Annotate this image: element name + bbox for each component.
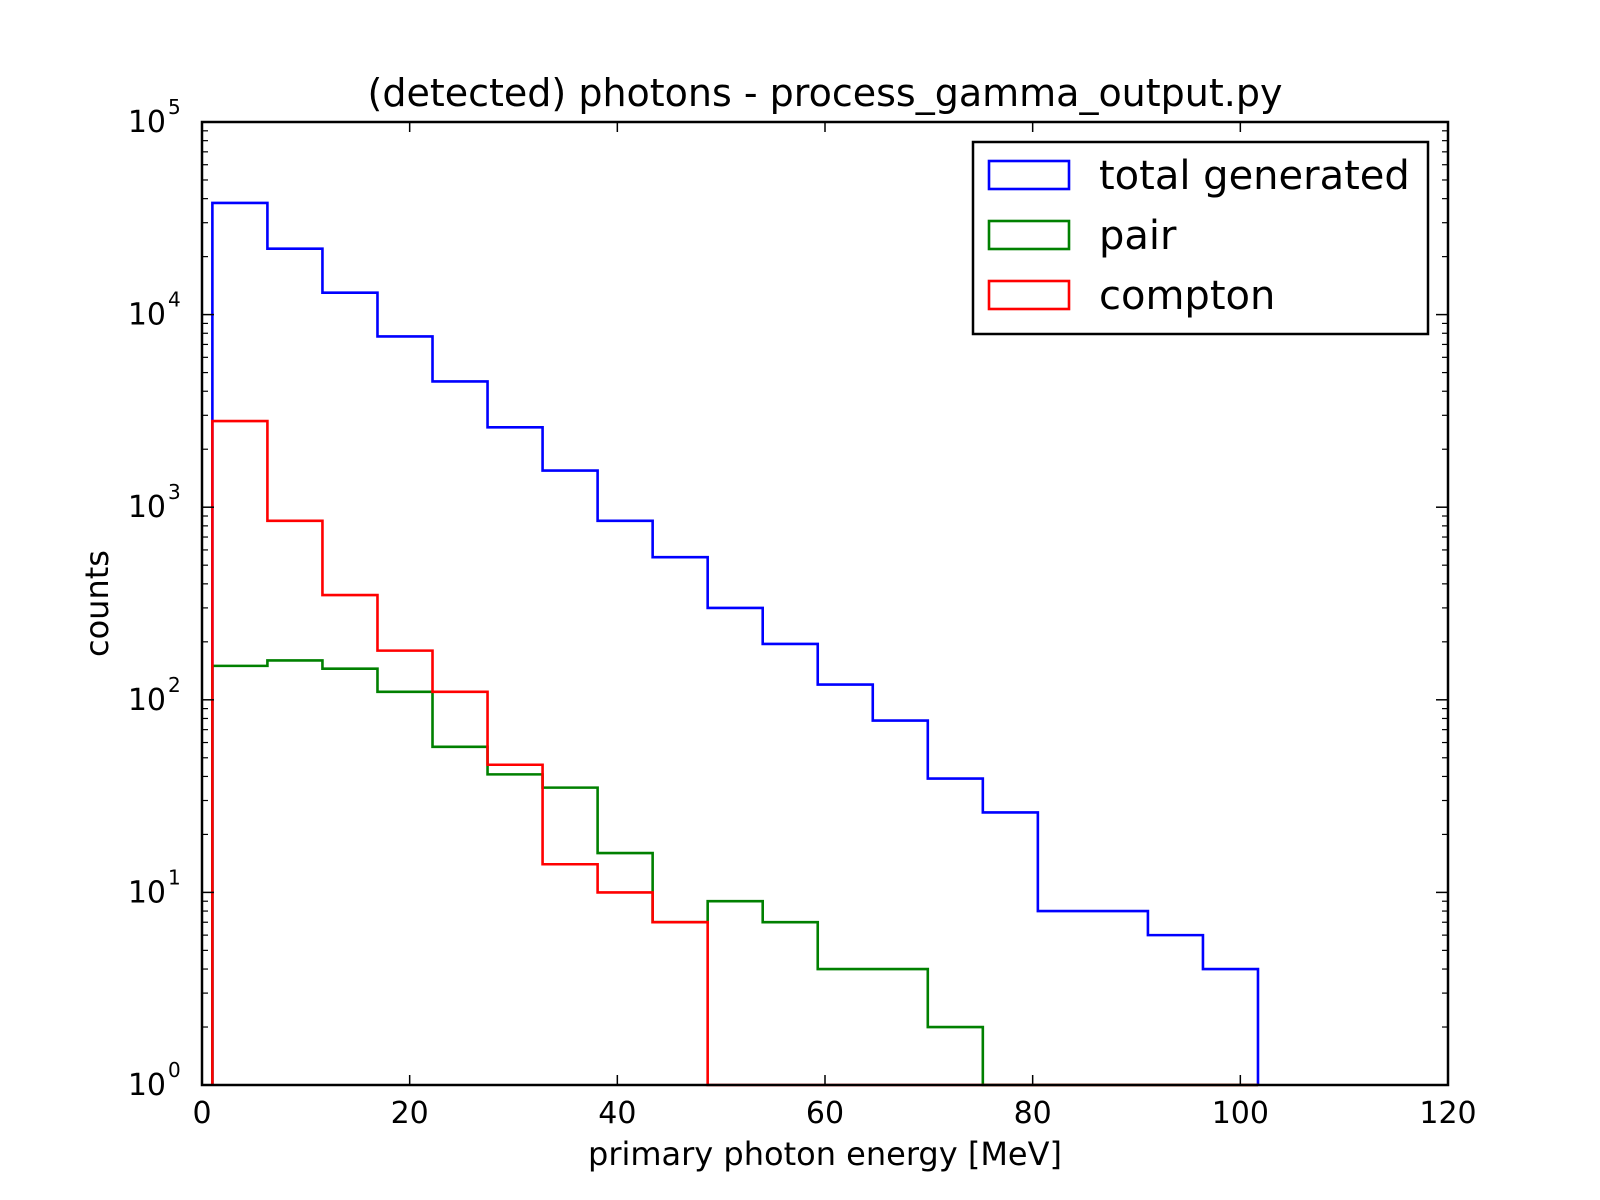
svg-text:10: 10 <box>128 490 166 525</box>
y-axis-label: counts <box>78 550 116 657</box>
legend-swatch <box>987 219 1071 251</box>
y-tick-label: 10 1 <box>128 865 181 910</box>
svg-text:2: 2 <box>168 673 181 697</box>
x-tick-label: 60 <box>806 1096 844 1131</box>
series-compton <box>211 419 1258 1087</box>
series-pair <box>211 659 1258 1087</box>
svg-text:0: 0 <box>168 1058 181 1082</box>
svg-text:10: 10 <box>128 1068 166 1103</box>
svg-text:1: 1 <box>168 865 181 889</box>
x-tick-label: 20 <box>391 1096 429 1131</box>
legend-item: total generated <box>987 153 1410 199</box>
y-tick-label: 10 5 <box>128 95 181 140</box>
y-tick-label: 10 2 <box>128 673 181 718</box>
x-axis-label: primary photon energy [MeV] <box>588 1135 1062 1173</box>
y-tick-label: 10 3 <box>128 480 181 525</box>
chart-title: (detected) photons - process_gamma_outpu… <box>368 71 1283 115</box>
svg-text:10: 10 <box>128 683 166 718</box>
svg-text:10: 10 <box>128 875 166 910</box>
x-tick-label: 120 <box>1419 1096 1476 1131</box>
legend-label: compton <box>1099 273 1275 319</box>
legend-swatch <box>987 159 1071 191</box>
legend-item: pair <box>987 213 1177 259</box>
legend-label: pair <box>1099 213 1177 259</box>
legend-item: compton <box>987 273 1275 319</box>
legend-swatch <box>987 279 1071 311</box>
legend-label: total generated <box>1099 153 1410 199</box>
svg-text:10: 10 <box>128 298 166 333</box>
x-tick-label: 80 <box>1014 1096 1052 1131</box>
x-tick-label: 40 <box>598 1096 636 1131</box>
svg-text:10: 10 <box>128 105 166 140</box>
y-tick-label: 10 4 <box>128 288 181 333</box>
svg-text:3: 3 <box>168 480 181 504</box>
legend-box <box>971 140 1430 336</box>
legend: total generated pair compton <box>971 140 1430 336</box>
x-tick-label: 100 <box>1212 1096 1269 1131</box>
y-tick-label: 10 0 <box>128 1058 181 1103</box>
x-tick-label: 0 <box>192 1096 211 1131</box>
svg-text:4: 4 <box>168 288 181 312</box>
series-total-generated <box>211 201 1260 1085</box>
svg-text:5: 5 <box>168 95 181 119</box>
